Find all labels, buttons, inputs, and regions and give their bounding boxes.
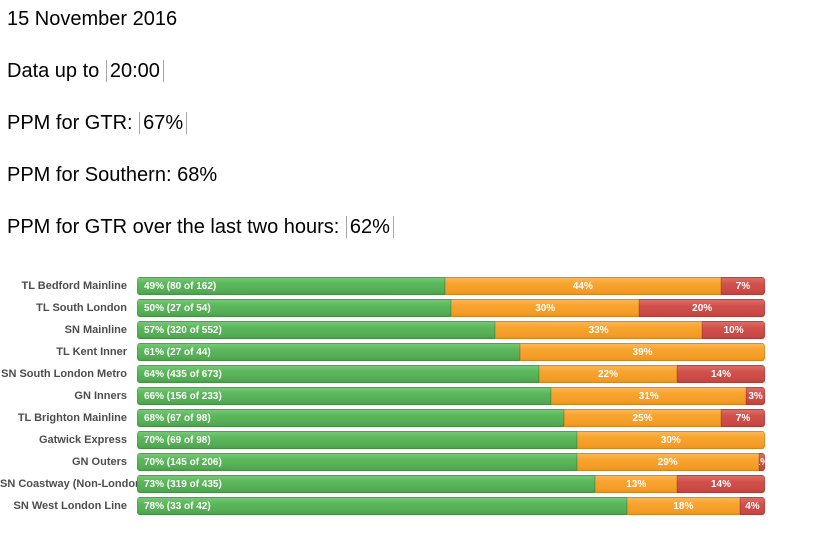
chart-row: TL Kent Inner 61% (27 of 44) 39%: [0, 343, 765, 361]
chart-row: GN Outers 70% (145 of 206)29%1%: [0, 453, 765, 471]
ppm-gtr-field[interactable]: 67%: [139, 112, 188, 134]
bar-segment-very-late: 4%: [739, 497, 765, 515]
bar-segment-very-late: 3%: [746, 387, 765, 405]
ppm-southern-text: PPM for Southern: 68%: [7, 164, 218, 186]
chart-row: SN Coastway (Non-London) 73% (319 of 435)…: [0, 475, 765, 493]
ppm-gtr-two-hours-label: PPM for GTR over the last two hours:: [7, 216, 345, 238]
stacked-bar: 70% (145 of 206)29%1%: [137, 453, 765, 471]
stacked-bar: 49% (80 of 162) 44% 7%: [137, 277, 765, 295]
bar-segment-on-time: 61% (27 of 44): [137, 343, 521, 361]
ppm-gtr-label: PPM for GTR:: [7, 112, 139, 134]
stacked-bar: 64% (435 of 673) 22% 14%: [137, 365, 765, 383]
category-label: TL Brighton Mainline: [17, 412, 127, 424]
chart-row: GN Inners 66% (156 of 233) 31% 3%: [0, 387, 765, 405]
chart-row: Gatwick Express 70% (69 of 98) 30%: [0, 431, 765, 449]
bar-segment-very-late: 7%: [721, 409, 765, 427]
ppm-gtr-line: PPM for GTR: 67%: [7, 112, 394, 135]
category-label: SN Mainline: [64, 324, 127, 336]
bar-segment-late: 44%: [444, 277, 722, 295]
stacked-bar: 61% (27 of 44) 39%: [137, 343, 765, 361]
bar-segment-on-time: 64% (435 of 673): [137, 365, 539, 383]
bar-segment-late: 30%: [451, 299, 640, 317]
category-label: TL South London: [36, 302, 127, 314]
bar-segment-late: 31%: [551, 387, 747, 405]
stacked-bar: 68% (67 of 98) 25% 7%: [137, 409, 765, 427]
bar-segment-on-time: 57% (320 of 552): [137, 321, 495, 339]
ppm-southern-line: PPM for Southern: 68%: [7, 164, 394, 187]
bar-segment-late: 18%: [626, 497, 740, 515]
data-up-to-label: Data up to: [7, 60, 105, 82]
category-label: Gatwick Express: [38, 434, 127, 446]
stacked-bar: 78% (33 of 42) 18% 4%: [137, 497, 765, 515]
bar-segment-on-time: 66% (156 of 233): [137, 387, 552, 405]
category-label: SN West London Line: [13, 500, 127, 512]
bar-segment-late: 29%: [576, 453, 759, 471]
bar-segment-on-time: 50% (27 of 54): [137, 299, 451, 317]
category-label: TL Kent Inner: [56, 346, 127, 358]
bar-segment-on-time: 68% (67 of 98): [137, 409, 565, 427]
data-up-to-line: Data up to 20:00: [7, 60, 394, 83]
bar-segment-very-late: 14%: [677, 475, 765, 493]
stacked-bar: 70% (69 of 98) 30%: [137, 431, 765, 449]
report-header: 15 November 2016 Data up to 20:00 PPM fo…: [7, 8, 394, 268]
category-label: GN Inners: [74, 390, 127, 402]
chart-row: SN West London Line 78% (33 of 42) 18% 4%: [0, 497, 765, 515]
bar-segment-on-time: 70% (69 of 98): [137, 431, 577, 449]
chart-row: SN South London Metro 64% (435 of 673) 22%…: [0, 365, 765, 383]
data-up-to-field[interactable]: 20:00: [105, 60, 164, 82]
ppm-gtr-two-hours-line: PPM for GTR over the last two hours: 62%: [7, 216, 394, 239]
stacked-bar: 73% (319 of 435) 13% 14%: [137, 475, 765, 493]
bar-segment-late: 30%: [576, 431, 765, 449]
bar-segment-very-late: 7%: [721, 277, 765, 295]
category-label: TL Bedford Mainline: [21, 280, 127, 292]
bar-segment-late: 13%: [595, 475, 678, 493]
bar-segment-on-time: 49% (80 of 162): [137, 277, 445, 295]
bar-segment-very-late: 10%: [702, 321, 765, 339]
chart-row: TL South London 50% (27 of 54) 30% 20%: [0, 299, 765, 317]
bar-segment-late: 33%: [494, 321, 703, 339]
bar-segment-very-late: 20%: [639, 299, 765, 317]
bar-segment-on-time: 78% (33 of 42): [137, 497, 627, 515]
bar-segment-on-time: 70% (145 of 206): [137, 453, 577, 471]
stacked-bar: 66% (156 of 233) 31% 3%: [137, 387, 765, 405]
chart-row: SN Mainline 57% (320 of 552) 33% 10%: [0, 321, 765, 339]
bar-segment-late: 39%: [520, 343, 765, 361]
report-date: 15 November 2016: [7, 8, 394, 31]
chart-row: TL Bedford Mainline 49% (80 of 162) 44% 7%: [0, 277, 765, 295]
bar-segment-late: 22%: [538, 365, 678, 383]
category-label: GN Outers: [71, 456, 127, 468]
category-label: SN South London Metro: [1, 368, 127, 380]
bar-segment-on-time: 73% (319 of 435): [137, 475, 596, 493]
bar-segment-late: 25%: [564, 409, 722, 427]
bar-segment-very-late: 14%: [677, 365, 765, 383]
report-date-text: 15 November 2016: [7, 8, 178, 30]
bar-segment-very-late: 1%: [758, 453, 765, 471]
stacked-bar: 50% (27 of 54) 30% 20%: [137, 299, 765, 317]
stacked-bar: 57% (320 of 552) 33% 10%: [137, 321, 765, 339]
ppm-gtr-two-hours-field[interactable]: 62%: [345, 216, 394, 238]
ppm-route-stacked-bar-chart: TL Bedford Mainline 49% (80 of 162) 44% 7% T…: [0, 277, 765, 519]
category-label: SN Coastway (Non-London): [0, 478, 146, 490]
chart-row: TL Brighton Mainline 68% (67 of 98) 25% 7%: [0, 409, 765, 427]
